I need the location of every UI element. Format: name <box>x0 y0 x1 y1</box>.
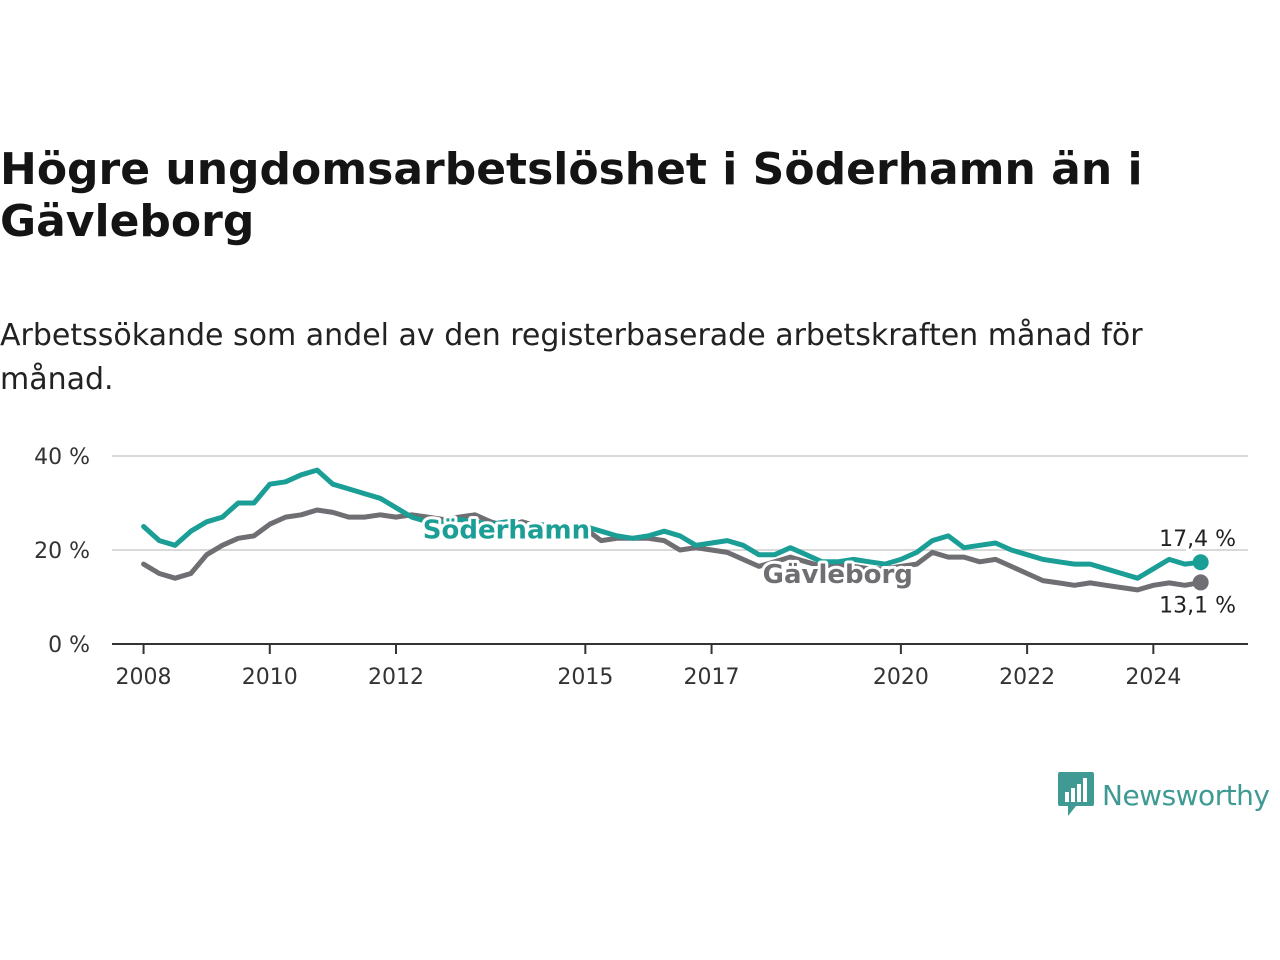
x-tick-label: 2008 <box>116 665 172 690</box>
y-tick-label: 20 % <box>34 539 90 564</box>
series-line-söderhamn <box>141 467 1204 581</box>
series-name-label: Söderhamn <box>423 515 590 545</box>
chart-subtitle: Arbetssökande som andel av den registerb… <box>0 318 1143 397</box>
x-tick-label: 2012 <box>368 665 424 690</box>
y-tick-label: 40 % <box>34 445 90 470</box>
series-line-gävleborg <box>141 507 1204 593</box>
series-lines <box>141 467 1209 593</box>
brand-name: Newsworthy <box>1102 778 1270 812</box>
series-end-point <box>1192 574 1209 591</box>
newsworthy-logo-icon <box>1058 772 1094 816</box>
y-tick-label: 0 % <box>48 633 90 658</box>
series-end-point <box>1192 554 1209 571</box>
series-name-label: Gävleborg <box>763 560 913 590</box>
x-tick-label: 2015 <box>557 665 613 690</box>
x-tick-label: 2024 <box>1125 665 1181 690</box>
series-labels: Söderhamn Gävleborg 17,4 % 13,1 % <box>420 512 1239 621</box>
x-tick-label: 2010 <box>242 665 298 690</box>
chart-title: Högre ungdomsarbetslöshet i Söderhamn än… <box>0 144 1143 247</box>
series-end-value-label: 13,1 % <box>1159 593 1236 618</box>
x-tick-label: 2022 <box>999 665 1055 690</box>
x-tick-label: 2020 <box>873 665 929 690</box>
x-tick-label: 2017 <box>684 665 740 690</box>
series-end-value-label: 17,4 % <box>1159 527 1236 552</box>
line-chart: Söderhamn Gävleborg 17,4 % 13,1 % 0 % 20 % 40… <box>34 445 1248 690</box>
brand: Newsworthy <box>1058 772 1270 818</box>
axes: 0 % 20 % 40 % 2008 2010 2012 2015 2017 2020 2022 2… <box>34 445 1248 690</box>
